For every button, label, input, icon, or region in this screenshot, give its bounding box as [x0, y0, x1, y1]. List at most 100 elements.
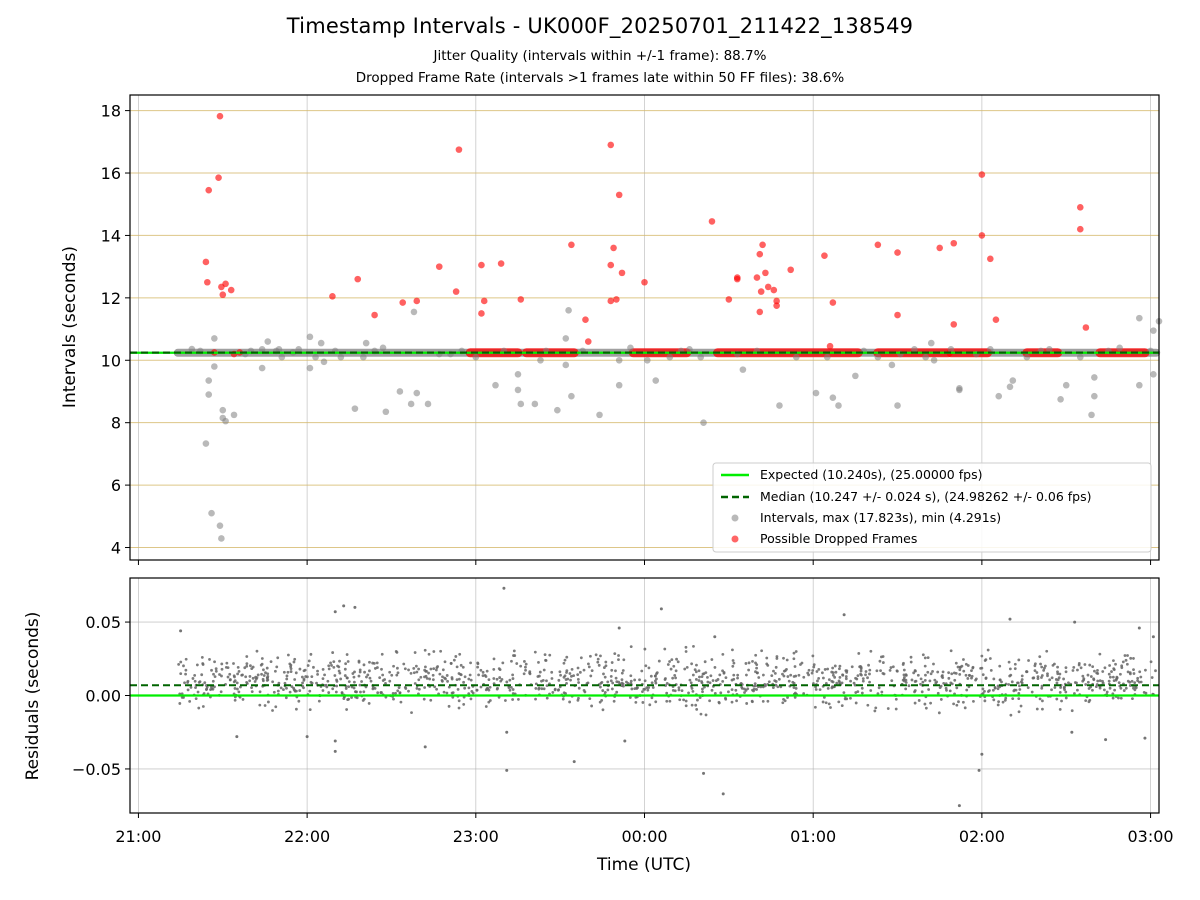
residual-point — [350, 696, 353, 699]
residual-point — [553, 687, 557, 691]
residual-point — [1057, 676, 1061, 680]
interval-point — [1088, 411, 1095, 419]
residual-point — [678, 698, 682, 702]
residual-point — [1107, 672, 1111, 676]
residual-point — [1091, 688, 1094, 692]
residual-point — [630, 687, 634, 691]
residual-point — [395, 673, 399, 677]
residual-point — [833, 675, 837, 679]
residual-point — [213, 660, 216, 664]
residual-point — [966, 677, 970, 680]
residual-point — [782, 656, 785, 660]
residual-point — [366, 673, 370, 677]
residual-point — [186, 679, 190, 683]
residual-point — [220, 674, 223, 678]
residual-point — [901, 663, 905, 666]
residual-point — [830, 686, 834, 690]
residual-point — [991, 688, 995, 692]
residual-point — [565, 681, 568, 685]
residual-point — [902, 673, 906, 677]
interval-point — [1150, 327, 1157, 334]
residual-point — [261, 677, 265, 681]
dropped-frame-point — [762, 269, 769, 277]
interval-point — [911, 346, 918, 353]
top-y-tick-label: 4 — [111, 539, 121, 558]
residual-point — [826, 686, 830, 690]
residual-point — [974, 678, 977, 682]
residual-point — [1035, 707, 1039, 711]
residual-point — [889, 666, 893, 669]
residual-point — [692, 644, 695, 648]
dropped-frame-point — [584, 338, 592, 345]
residual-point — [293, 678, 297, 681]
residual-point — [1102, 688, 1106, 692]
residual-point — [445, 691, 449, 695]
residual-point — [698, 675, 701, 679]
residual-point — [641, 690, 644, 694]
residual-point — [684, 645, 688, 649]
residual-point — [988, 657, 992, 660]
residual-point — [293, 657, 297, 661]
dropped-frame-point — [478, 261, 485, 269]
residual-point — [178, 702, 182, 705]
residual-point — [288, 690, 292, 694]
axes-ticks: 21:00 22:00 23:00 00:00 01:00 02:00 03:00 4 6 8 10… — [72, 102, 1174, 846]
residual-point — [701, 672, 705, 676]
residual-point — [335, 684, 339, 688]
residual-point — [644, 664, 648, 668]
residual-point — [495, 677, 499, 681]
interval-point — [379, 344, 387, 352]
residual-point — [226, 666, 230, 670]
dropped-frame-point — [764, 283, 772, 291]
legend: Expected (10.240s), (25.00000 fps) Media… — [712, 462, 1152, 553]
residual-point — [755, 663, 759, 667]
residual-point — [274, 705, 278, 709]
dropped-frame-point — [607, 141, 615, 149]
residual-point — [545, 684, 549, 688]
legend-dropped-marker — [731, 535, 739, 543]
residual-point — [467, 686, 471, 690]
residual-point — [317, 699, 321, 703]
residual-point — [233, 687, 237, 690]
residual-point — [245, 664, 249, 668]
residual-point — [210, 668, 213, 672]
residual-point — [826, 667, 830, 671]
residual-point — [886, 707, 890, 710]
residual-point — [388, 670, 392, 674]
residual-point — [1111, 675, 1115, 679]
residual-point — [364, 685, 368, 689]
residual-point — [747, 661, 751, 665]
residual-outlier-point — [1137, 626, 1141, 630]
residual-point — [1134, 686, 1138, 690]
residual-point — [184, 668, 188, 672]
residual-point — [239, 685, 242, 689]
residual-point — [362, 663, 366, 667]
residual-point — [423, 675, 426, 679]
residual-point — [635, 687, 639, 690]
residual-point — [1079, 666, 1083, 670]
dropped-frame-rate-subtitle: Dropped Frame Rate (intervals >1 frames … — [355, 70, 845, 86]
residual-point — [793, 665, 797, 668]
dropped-frame-point — [950, 239, 958, 247]
residual-point — [1128, 672, 1132, 676]
residual-point — [1058, 672, 1062, 676]
residual-point — [610, 687, 614, 691]
residual-point — [614, 669, 617, 673]
residual-point — [955, 703, 959, 707]
interval-point — [776, 402, 783, 409]
residual-point — [957, 700, 960, 704]
residual-point — [775, 657, 779, 660]
residual-point — [745, 673, 748, 677]
residual-point — [612, 699, 616, 703]
residual-point — [907, 684, 911, 688]
residual-point — [880, 655, 883, 659]
residual-point — [423, 686, 427, 689]
residual-point — [201, 705, 205, 708]
residual-point — [941, 676, 945, 680]
dropped-frame-point — [773, 302, 780, 309]
residual-point — [984, 658, 988, 662]
residual-point — [669, 667, 673, 671]
dropped-frame-point — [950, 321, 958, 328]
residual-point — [772, 669, 775, 673]
residual-point — [962, 658, 965, 661]
